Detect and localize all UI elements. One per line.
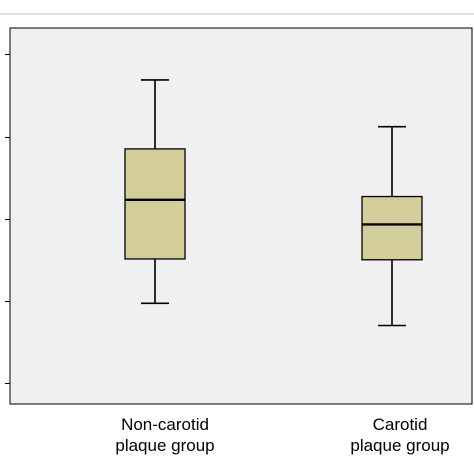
box-series bbox=[124, 79, 423, 327]
y-axis-ticks bbox=[5, 54, 10, 384]
category-label-non-carotid: Non-carotid plaque group bbox=[115, 415, 215, 455]
iqr-box bbox=[124, 148, 186, 260]
iqr-box bbox=[361, 195, 423, 261]
box-0 bbox=[124, 79, 186, 305]
category-label-carotid: Carotid plaque group bbox=[350, 415, 450, 455]
box-1 bbox=[361, 125, 423, 327]
